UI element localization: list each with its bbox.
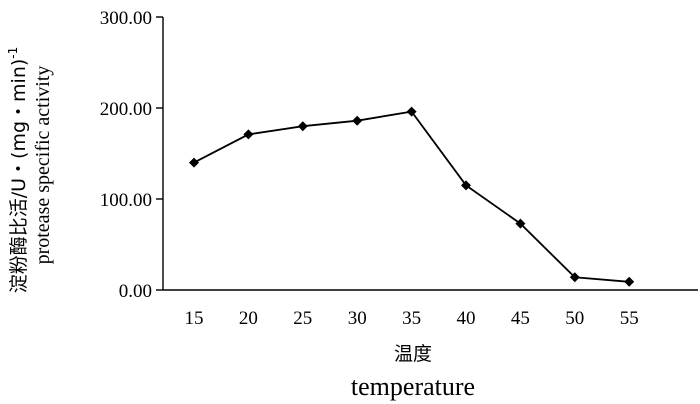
data-point — [515, 218, 526, 229]
y-tick-label: 0.00 — [119, 281, 152, 302]
data-point — [189, 157, 199, 168]
y-axis-label-chinese-main: 淀粉酶比活/U・(mg・min) — [8, 59, 30, 294]
y-tick-label: 200.00 — [100, 99, 152, 120]
y-axis-label-english: protease specific activity — [32, 66, 54, 265]
data-point — [297, 121, 308, 132]
x-tick-label: 15 — [185, 308, 204, 329]
x-axis-label-chinese: 温度 — [394, 343, 432, 365]
x-tick-label: 25 — [293, 308, 312, 329]
data-point — [569, 272, 580, 283]
data-point — [461, 180, 471, 191]
x-tick-label: 55 — [620, 308, 639, 329]
data-point — [352, 115, 363, 126]
data-markers — [189, 106, 635, 287]
data-point — [624, 276, 635, 287]
x-tick-label: 45 — [511, 308, 530, 329]
x-tick-label: 20 — [239, 308, 258, 329]
y-tick-label: 300.00 — [100, 8, 152, 29]
y-axis-label-chinese: 淀粉酶比活/U・(mg・min)-1 — [6, 47, 30, 294]
series-lines — [193, 110, 630, 283]
x-axis-label-english: temperature — [351, 372, 475, 401]
y-ticks: 0.00 100.00 200.00 300.00 — [100, 8, 163, 302]
data-point — [243, 129, 254, 140]
axes — [162, 17, 698, 291]
x-tick-label: 30 — [348, 308, 367, 329]
x-tick-label: 35 — [402, 308, 421, 329]
y-tick-label: 100.00 — [100, 190, 152, 211]
data-point — [406, 106, 417, 117]
x-ticks: 15 20 25 30 35 40 45 50 55 — [185, 308, 639, 329]
series-line — [193, 110, 630, 283]
x-tick-label: 40 — [457, 308, 476, 329]
y-axis-label-superscript: -1 — [6, 47, 20, 59]
x-tick-label: 50 — [565, 308, 584, 329]
